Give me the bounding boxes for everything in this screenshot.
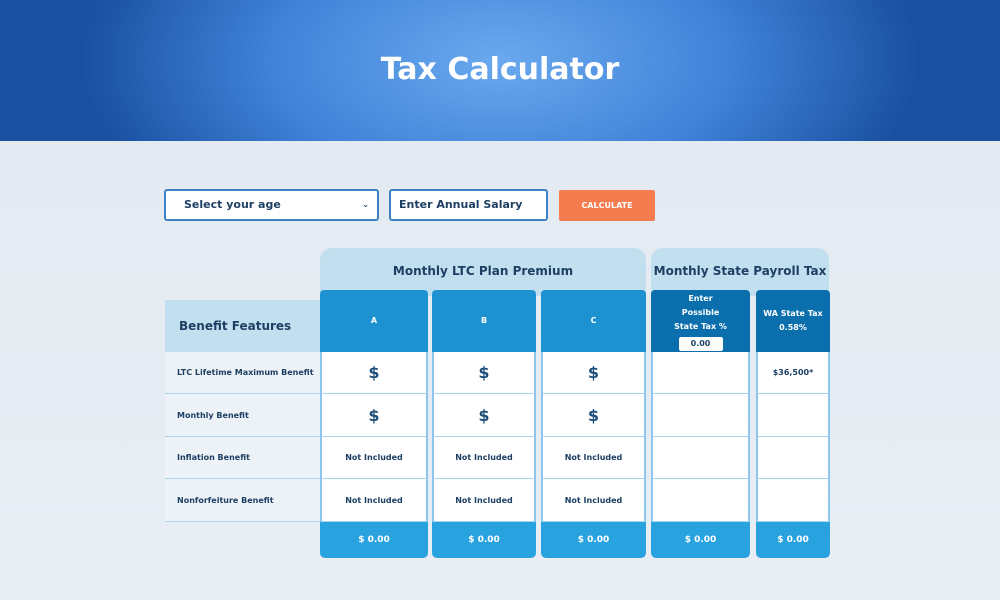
age-select-value: Select your age (184, 198, 281, 211)
table-cell: $ (320, 352, 428, 394)
table-cell: $36,500* (756, 352, 830, 394)
column-title: A (370, 316, 378, 325)
table-cell (756, 394, 830, 437)
chevron-down-icon: ⌄ (362, 200, 369, 209)
feature-label: Monthly Benefit (165, 394, 320, 437)
table-cell: Not Included (432, 437, 536, 479)
column-header-1: B (432, 290, 536, 352)
hero-banner: Tax Calculator (0, 0, 1000, 141)
table-cell (651, 352, 750, 394)
column-subtitle: 0.58% (779, 323, 807, 332)
table-cell: Not Included (432, 479, 536, 522)
column-title: WA State Tax (763, 309, 823, 318)
salary-input[interactable]: Enter Annual Salary (389, 189, 548, 221)
salary-placeholder: Enter Annual Salary (399, 198, 523, 211)
page-title: Tax Calculator (380, 52, 620, 87)
column-total: $ 0.00 (320, 522, 428, 558)
column-total: $ 0.00 (756, 522, 830, 558)
column-title: Enter Possible State Tax % (674, 293, 727, 331)
table-cell: Not Included (320, 479, 428, 522)
column-header-0: A (320, 290, 428, 352)
column-total: $ 0.00 (541, 522, 646, 558)
column-header-3: Enter Possible State Tax % 0.00 (651, 290, 750, 352)
table-cell: $ (432, 394, 536, 437)
table-cell (756, 479, 830, 522)
table-cell: Not Included (541, 479, 646, 522)
table-cell (651, 437, 750, 479)
state-tax-input[interactable]: 0.00 (678, 336, 723, 351)
feature-label: Nonforfeiture Benefit (165, 479, 320, 522)
table-cell (756, 437, 830, 479)
feature-label: Inflation Benefit (165, 437, 320, 479)
table-cell: $ (541, 352, 646, 394)
column-header-4: WA State Tax 0.58% (756, 290, 830, 352)
table-cell: Not Included (320, 437, 428, 479)
group-premium-header: Monthly LTC Plan Premium (320, 248, 646, 296)
table-cell (651, 479, 750, 522)
table-cell: $ (320, 394, 428, 437)
table-cell (651, 394, 750, 437)
column-title: C (590, 316, 597, 325)
column-total: $ 0.00 (651, 522, 750, 558)
age-select[interactable]: Select your age ⌄ (164, 189, 379, 221)
column-total: $ 0.00 (432, 522, 536, 558)
column-title: B (480, 316, 488, 325)
benefit-features-header: Benefit Features (165, 300, 320, 352)
group-tax-header: Monthly State Payroll Tax (651, 248, 829, 296)
feature-label: LTC Lifetime Maximum Benefit (165, 352, 320, 394)
column-header-2: C (541, 290, 646, 352)
calculate-button[interactable]: CALCULATE (559, 190, 655, 221)
table-cell: Not Included (541, 437, 646, 479)
table-cell: $ (432, 352, 536, 394)
table-cell: $ (541, 394, 646, 437)
